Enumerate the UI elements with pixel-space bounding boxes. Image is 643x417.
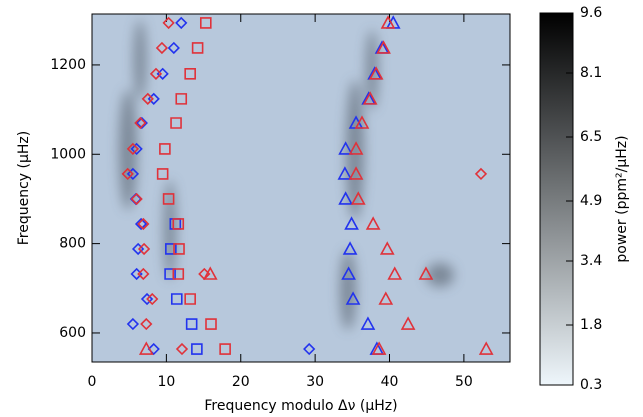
square-marker — [205, 318, 217, 330]
diamond-marker — [137, 217, 150, 231]
triangle-marker — [387, 266, 403, 280]
colorbar-label: power (ppm²/μHz) — [614, 135, 630, 262]
triangle-marker — [400, 316, 416, 330]
colorbar-tick-label: 8.1 — [580, 65, 602, 81]
diamond-marker — [126, 317, 140, 331]
square-marker — [219, 343, 231, 355]
square-marker — [172, 268, 185, 280]
x-tick-label: 10 — [157, 374, 175, 390]
triangle-marker — [348, 141, 364, 155]
diamond-marker — [175, 342, 189, 356]
diamond-marker — [474, 167, 488, 181]
diamond-marker — [135, 116, 148, 130]
diamond-marker — [137, 267, 150, 281]
y-tick-label: 800 — [59, 236, 86, 252]
colorbar-tick-label: 0.3 — [580, 377, 602, 393]
triangle-marker — [138, 341, 154, 355]
diamond-marker — [175, 16, 188, 30]
triangle-marker — [341, 266, 356, 280]
diamond-marker — [147, 342, 160, 356]
square-marker — [172, 218, 185, 230]
triangle-marker — [418, 266, 434, 280]
diamond-marker — [137, 242, 151, 256]
triangle-marker — [345, 291, 361, 305]
power-background — [92, 14, 510, 362]
plot-frame — [91, 13, 511, 363]
triangle-marker — [376, 40, 391, 54]
colorbar — [539, 12, 574, 386]
square-marker — [159, 143, 171, 155]
diamond-marker — [130, 192, 143, 206]
triangle-marker — [338, 191, 353, 205]
triangle-marker — [371, 341, 387, 355]
y-axis-label: Frequency (μHz) — [16, 131, 32, 245]
x-tick-label: 40 — [381, 374, 399, 390]
square-marker — [156, 168, 169, 180]
triangle-marker — [337, 166, 353, 180]
square-marker — [191, 42, 204, 54]
diamond-marker — [303, 342, 316, 356]
diamond-marker — [155, 41, 169, 55]
y-tick-label: 1000 — [50, 146, 86, 162]
x-tick-label: 0 — [88, 374, 97, 390]
diamond-marker — [126, 167, 140, 181]
y-tick-label: 1200 — [50, 57, 86, 73]
diamond-marker — [140, 317, 153, 331]
colorbar-tick-label: 1.8 — [580, 317, 602, 333]
triangle-marker — [365, 216, 381, 230]
triangle-marker — [342, 241, 358, 255]
diamond-marker — [146, 292, 159, 306]
diamond-marker — [162, 16, 175, 30]
square-marker — [191, 343, 203, 355]
diamond-marker — [121, 167, 134, 181]
colorbar-tick-label: 6.5 — [580, 129, 602, 145]
diamond-marker — [141, 92, 154, 106]
square-marker — [170, 117, 182, 129]
diamond-marker — [134, 116, 147, 130]
square-marker — [184, 68, 196, 80]
triangle-marker — [362, 91, 378, 105]
triangle-marker — [380, 15, 396, 29]
square-marker — [175, 93, 188, 105]
triangle-marker — [354, 115, 370, 129]
y-tick-label: 600 — [59, 325, 86, 341]
triangle-marker — [202, 266, 218, 280]
triangle-marker — [478, 341, 494, 355]
x-tick-label: 30 — [306, 374, 324, 390]
triangle-marker — [379, 241, 395, 255]
square-marker — [170, 293, 183, 305]
diamond-marker — [149, 67, 163, 80]
diamond-marker — [134, 217, 148, 231]
diamond-marker — [140, 292, 154, 306]
diamond-marker — [126, 142, 140, 156]
square-marker — [162, 193, 175, 205]
diamond-marker — [167, 41, 180, 55]
colorbar-tick-label: 3.4 — [580, 253, 602, 269]
x-tick-label: 20 — [232, 374, 250, 390]
triangle-marker — [348, 166, 364, 180]
colorbar-tick-label: 4.9 — [580, 193, 602, 209]
square-marker — [173, 243, 185, 255]
diamond-marker — [130, 142, 143, 156]
triangle-marker — [368, 66, 384, 80]
square-marker — [199, 17, 212, 29]
colorbar-tick-label: 9.6 — [580, 5, 602, 21]
square-marker — [185, 318, 198, 330]
triangle-marker — [338, 141, 353, 155]
triangle-marker — [378, 291, 394, 305]
triangle-marker — [344, 216, 359, 230]
square-marker — [184, 293, 196, 305]
triangle-marker — [350, 191, 366, 205]
x-axis-label: Frequency modulo Δν (μHz) — [204, 398, 397, 414]
x-tick-label: 50 — [455, 374, 473, 390]
triangle-marker — [360, 316, 376, 330]
